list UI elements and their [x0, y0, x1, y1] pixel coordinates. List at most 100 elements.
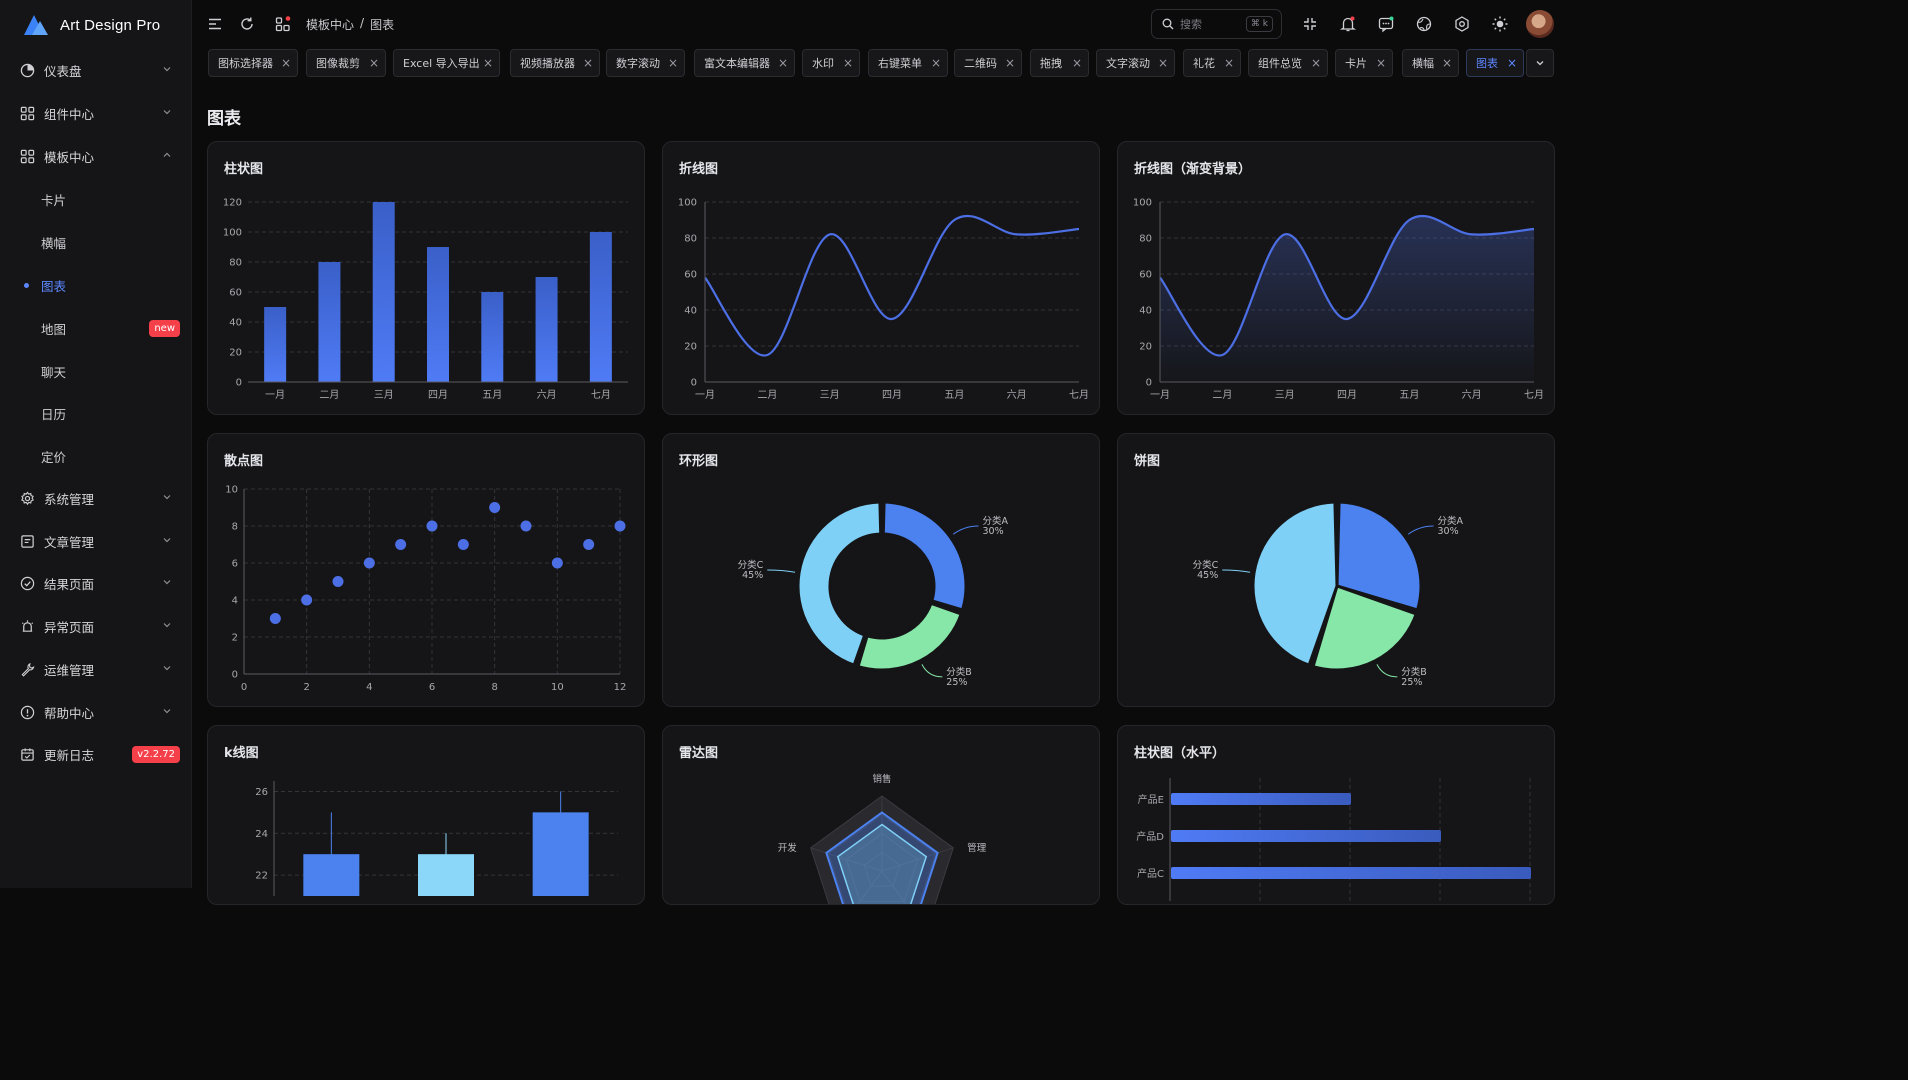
label-leader	[921, 664, 943, 678]
tab-label: 二维码	[964, 57, 997, 70]
menu-articles[interactable]: 文章管理	[0, 520, 192, 562]
tab-item[interactable]: 组件总览 ×	[1248, 49, 1328, 77]
close-icon[interactable]: ×	[1157, 56, 1168, 70]
close-icon[interactable]: ×	[582, 56, 593, 70]
tab-label: 数字滚动	[616, 57, 660, 70]
y-tick-label: 80	[1139, 234, 1152, 245]
chat-icon[interactable]	[1377, 15, 1395, 33]
dashboard-icon	[18, 61, 36, 79]
tab-item[interactable]: 卡片 ×	[1335, 49, 1393, 77]
submenu-map[interactable]: 地图 new	[0, 307, 192, 349]
tab-item[interactable]: 横幅 ×	[1402, 49, 1459, 77]
tab-item[interactable]: 礼花 ×	[1183, 49, 1241, 77]
submenu-chat[interactable]: 聊天	[0, 350, 192, 392]
tab-item[interactable]: 右键菜单 ×	[868, 49, 948, 77]
avatar[interactable]	[1526, 10, 1554, 38]
y-tick-label: 40	[684, 306, 697, 317]
tab-item[interactable]: 视频播放器 ×	[510, 49, 600, 77]
y-tick-label: 20	[1139, 342, 1152, 353]
bar	[589, 232, 612, 382]
close-icon[interactable]: ×	[842, 56, 853, 70]
refresh-icon[interactable]	[238, 15, 256, 33]
submenu-calendar[interactable]: 日历	[0, 392, 192, 434]
fullscreen-exit-icon[interactable]	[1301, 15, 1319, 33]
card-title: 饼图	[1134, 454, 1161, 469]
y-tick-label: 4	[232, 596, 238, 607]
tab-item[interactable]: 水印 ×	[802, 49, 860, 77]
menu-templates[interactable]: 模板中心	[0, 135, 192, 177]
search-input[interactable]: 搜索 ⌘ k	[1151, 9, 1282, 39]
close-icon[interactable]: ×	[482, 56, 493, 70]
x-tick-label: 四月	[428, 389, 448, 401]
settings-icon[interactable]	[1453, 15, 1471, 33]
close-icon[interactable]: ×	[1223, 56, 1234, 70]
tab-label: 横幅	[1412, 57, 1434, 70]
tab-label: 图标选择器	[218, 57, 273, 70]
logo[interactable]: Art Design Pro	[22, 10, 160, 40]
search-icon	[1162, 18, 1174, 30]
radar-area	[836, 823, 928, 904]
breadcrumb: 模板中心 / 图表	[306, 16, 394, 33]
close-icon[interactable]: ×	[1310, 56, 1321, 70]
sun-icon[interactable]	[1491, 15, 1509, 33]
y-tick-label: 产品D	[1136, 830, 1164, 843]
tab-item[interactable]: 二维码 ×	[954, 49, 1022, 77]
close-icon[interactable]: ×	[280, 56, 291, 70]
menu-results[interactable]: 结果页面	[0, 562, 192, 604]
close-icon[interactable]: ×	[930, 56, 941, 70]
label-leader	[1222, 569, 1251, 573]
tab-item[interactable]: 图像裁剪 ×	[306, 49, 386, 77]
breadcrumb-item[interactable]: 模板中心	[306, 18, 355, 32]
submenu-label: 聊天	[41, 364, 67, 380]
close-icon[interactable]: ×	[667, 56, 678, 70]
tab-item[interactable]: 数字滚动 ×	[606, 49, 685, 77]
submenu-charts[interactable]: 图表	[0, 264, 192, 306]
radar-axis	[810, 847, 883, 872]
y-tick-label: 0	[691, 378, 697, 389]
menu-system[interactable]: 系统管理	[0, 477, 192, 519]
menu-changelog[interactable]: 更新日志 v2.2.72	[0, 733, 192, 775]
close-icon[interactable]: ×	[368, 56, 379, 70]
alarm-icon	[18, 617, 36, 635]
submenu-cards[interactable]: 卡片	[0, 178, 192, 220]
gear-icon	[18, 489, 36, 507]
menu-dashboard[interactable]: 仪表盘	[0, 49, 192, 91]
menu-label: 系统管理	[44, 491, 95, 507]
tab-item[interactable]: Excel 导入导出 ×	[393, 49, 500, 77]
menu-exceptions[interactable]: 异常页面	[0, 605, 192, 647]
tab-item-active[interactable]: 图表 ×	[1466, 49, 1524, 77]
x-tick-label: 一月	[265, 389, 285, 401]
close-icon[interactable]: ×	[1441, 56, 1452, 70]
tab-item[interactable]: 富文本编辑器 ×	[694, 49, 795, 77]
submenu-pricing[interactable]: 定价	[0, 435, 192, 477]
x-tick-label: 三月	[374, 389, 394, 401]
close-icon[interactable]: ×	[777, 56, 788, 70]
menu-ops[interactable]: 运维管理	[0, 648, 192, 690]
menu-fold-icon[interactable]	[206, 15, 224, 33]
menu-components[interactable]: 组件中心	[0, 92, 192, 134]
y-tick-label: 24	[255, 829, 268, 840]
version-badge: v2.2.72	[132, 746, 180, 763]
x-tick-label: 三月	[820, 389, 840, 401]
menu-help[interactable]: 帮助中心	[0, 691, 192, 733]
chevron-down-icon	[163, 495, 171, 500]
x-tick-label: 二月	[1212, 389, 1232, 401]
slice-percent: 25%	[946, 677, 967, 688]
x-tick-label: 五月	[1399, 389, 1419, 401]
submenu-banners[interactable]: 横幅	[0, 221, 192, 263]
tab-item[interactable]: 文字滚动 ×	[1096, 49, 1175, 77]
close-icon[interactable]: ×	[1375, 56, 1386, 70]
tab-more-button[interactable]	[1526, 49, 1554, 77]
bell-icon[interactable]	[1339, 15, 1357, 33]
chevron-up-icon	[163, 152, 171, 157]
tab-item[interactable]: 拖拽 ×	[1030, 49, 1089, 77]
close-icon[interactable]: ×	[1071, 56, 1082, 70]
language-icon[interactable]	[1415, 15, 1433, 33]
close-icon[interactable]: ×	[1506, 56, 1517, 70]
tab-item[interactable]: 图标选择器 ×	[208, 49, 298, 77]
menu-label: 结果页面	[44, 576, 95, 592]
pie-slice	[881, 500, 968, 612]
tab-label: 图像裁剪	[316, 57, 360, 70]
close-icon[interactable]: ×	[1004, 56, 1015, 70]
apps-icon[interactable]	[274, 15, 292, 33]
